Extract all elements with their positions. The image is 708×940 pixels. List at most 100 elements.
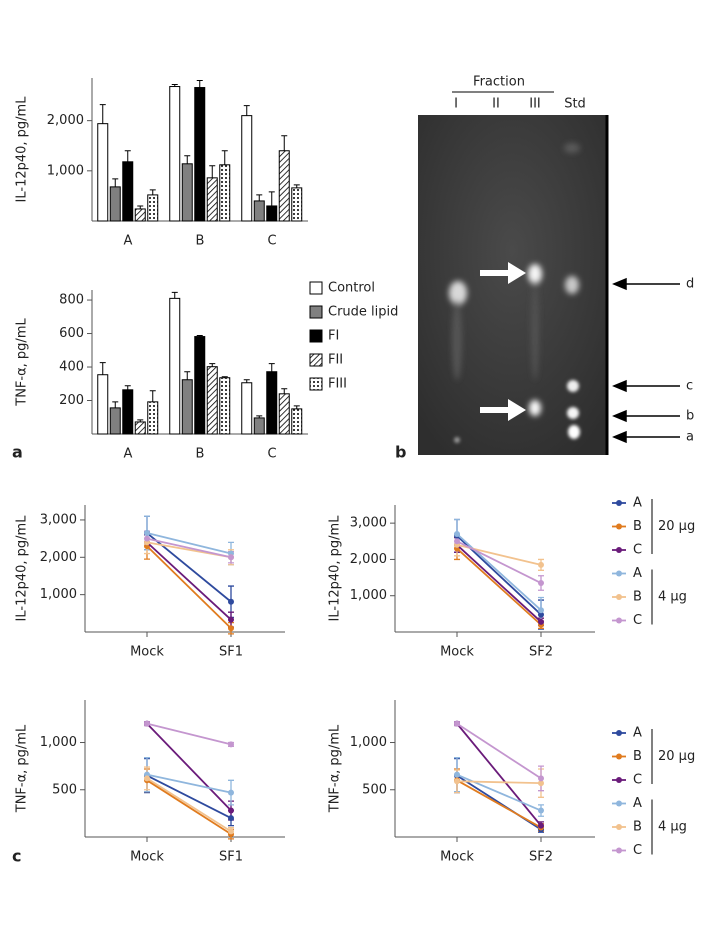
band-label: d (686, 277, 694, 292)
legend-swatch (309, 281, 323, 295)
series-line (456, 533, 542, 611)
y-tick-label: 500 (52, 782, 77, 797)
bar (219, 377, 231, 435)
x-tick-label: SF2 (529, 850, 553, 865)
series-line (456, 779, 542, 829)
bar (169, 86, 181, 222)
legend-marker (616, 570, 622, 577)
bar (97, 123, 109, 222)
y-tick-label: 1,000 (40, 587, 77, 602)
error-bar (171, 84, 178, 87)
point (144, 535, 150, 542)
error-bar (124, 150, 131, 162)
error-bar (293, 405, 300, 409)
error-bar (184, 155, 191, 164)
lane-label: I (454, 97, 458, 112)
error-bar (221, 376, 228, 378)
point (144, 720, 150, 727)
bar (194, 336, 206, 435)
legend-label: FII (328, 353, 343, 368)
lane-label: Std (564, 97, 586, 112)
bar (134, 421, 146, 435)
bar (253, 417, 265, 435)
bar (194, 87, 206, 222)
series-line (456, 547, 542, 626)
point (538, 822, 544, 829)
y-axis-label: IL-12p40, pg/mL (15, 515, 30, 622)
legend-label: C (633, 543, 642, 558)
series-line (146, 777, 232, 833)
bar (122, 389, 134, 435)
point (144, 775, 150, 782)
point (144, 530, 150, 537)
point (228, 828, 234, 835)
bar (206, 366, 218, 435)
bar (253, 200, 265, 222)
error-bar (99, 104, 106, 124)
legend-label: C (633, 613, 642, 628)
legend-label: C (633, 773, 642, 788)
y-axis-label: IL-12p40, pg/mL (328, 515, 343, 622)
y-tick-label: 1,000 (350, 735, 387, 750)
fraction-header: Fraction (473, 75, 525, 90)
point (228, 815, 234, 822)
x-tick-label: SF1 (219, 645, 243, 660)
bar (109, 407, 121, 435)
bar (278, 393, 290, 435)
x-tick-label: Mock (440, 645, 474, 660)
legend-marker (616, 800, 622, 807)
tlc-panel: Fraction I II III Std (418, 75, 694, 455)
legend-label: C (633, 843, 642, 858)
lane-label: II (492, 97, 500, 112)
series-line (146, 545, 232, 629)
legend-swatch (309, 305, 323, 319)
legend-swatch (309, 329, 323, 343)
bar (219, 164, 231, 222)
x-tick-label: C (267, 447, 276, 462)
bar (169, 297, 181, 435)
series-line (146, 722, 232, 746)
error-bar (171, 291, 178, 299)
legend-marker (616, 547, 622, 553)
series-line (146, 541, 232, 621)
bar (241, 382, 253, 435)
point (228, 741, 234, 748)
legend-label: A (633, 496, 642, 511)
error-bar (281, 135, 288, 151)
y-tick-label: 1,000 (47, 163, 84, 178)
error-bar (112, 401, 119, 408)
point (454, 778, 460, 785)
panel-label: a (12, 443, 23, 462)
point (454, 531, 460, 538)
point (538, 561, 544, 568)
y-tick-label: 2,000 (350, 552, 387, 567)
x-tick-label: SF2 (529, 645, 553, 660)
error-bar (99, 362, 106, 375)
point (228, 807, 234, 814)
legend-swatch (309, 377, 323, 391)
y-axis-label: TNF-α, pg/mL (15, 724, 30, 813)
series-line (146, 722, 232, 812)
error-bar (149, 390, 156, 402)
y-tick-label: 1,000 (350, 588, 387, 603)
y-tick-label: 600 (59, 326, 84, 341)
point (538, 780, 544, 787)
bar (181, 379, 193, 435)
series-line (456, 722, 542, 780)
error-bar (243, 379, 250, 383)
point (228, 625, 234, 632)
point (228, 616, 234, 623)
legend-label: B (633, 590, 642, 605)
series-line (146, 537, 232, 559)
y-tick-label: 3,000 (40, 512, 77, 527)
error-bar (149, 189, 156, 195)
band-label: a (686, 430, 694, 445)
series-line (146, 773, 232, 794)
band-label: b (686, 409, 694, 424)
legend-group-label: 4 µg (658, 820, 687, 835)
x-tick-label: C (267, 234, 276, 249)
point (538, 807, 544, 814)
lane-label: III (529, 97, 541, 112)
error-bar (256, 415, 263, 418)
